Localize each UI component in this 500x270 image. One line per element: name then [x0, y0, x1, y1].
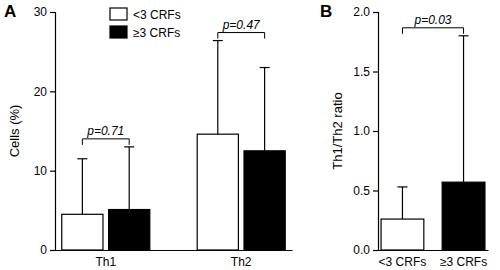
y-tick-label: 10 [34, 164, 48, 178]
error-bar-line [264, 68, 265, 151]
bar [244, 151, 285, 250]
x-axis: Th1 Th2 [56, 250, 293, 269]
y-tick-label: 0.5 [353, 184, 370, 198]
plot-area [381, 36, 485, 250]
y-tick-mark [373, 71, 378, 72]
legend-label: <3 CRFs [133, 8, 181, 22]
error-bar-line [217, 41, 218, 135]
y-tick: 30 [34, 5, 55, 19]
error-bar-cap [260, 67, 270, 68]
error-bar-line [82, 159, 83, 215]
error-bar [124, 147, 134, 210]
significance-bracket [218, 33, 265, 39]
error-bar-line [402, 187, 403, 219]
y-tick-mark [50, 250, 55, 251]
legend-label: ≥3 CRFs [133, 26, 180, 40]
y-tick-label: 20 [34, 85, 48, 99]
x-tick: ≥3 CRFs [440, 250, 487, 269]
x-axis: <3 CRFs ≥3 CRFs [379, 250, 489, 269]
bar [109, 210, 150, 250]
error-bar [397, 187, 407, 219]
error-bar-line [129, 147, 130, 210]
error-bar-cap [124, 146, 134, 147]
y-axis-line [373, 13, 379, 251]
y-tick-label: 0 [40, 243, 47, 257]
plot-area [62, 41, 285, 250]
error-bar [459, 36, 469, 182]
bar [62, 214, 103, 250]
y-axis: 0 10 20 30 [34, 5, 56, 257]
figure: A 0 10 20 30 Th1 Th2 Cells (%) p=0.71 p=0.47 <3 CR… [0, 0, 500, 270]
y-tick: 2.0 [353, 5, 378, 19]
y-tick-mark [50, 91, 55, 92]
annotation: p=0.47 [222, 18, 261, 32]
error-bar-cap [459, 35, 469, 36]
y-axis: 0.0 0.5 1.0 1.5 2.0 [353, 5, 378, 257]
error-bar [77, 159, 87, 215]
panel: A 0 10 20 30 Th1 Th2 Cells (%) p=0.71 p=0.47 <3 CR… [4, 2, 293, 269]
y-axis-title: Cells (%) [7, 105, 22, 158]
x-tick: <3 CRFs [379, 250, 427, 269]
y-tick-label: 30 [34, 5, 48, 19]
error-bar [260, 68, 270, 151]
error-bar [213, 41, 223, 135]
y-tick: 0.5 [353, 184, 378, 198]
y-tick-mark [373, 250, 378, 251]
y-tick: 0 [40, 243, 55, 257]
significance-bracket [82, 139, 129, 145]
x-tick: Th2 [231, 250, 252, 269]
y-tick-mark [373, 131, 378, 132]
y-tick-mark [50, 171, 55, 172]
annotation: p=0.03 [413, 13, 451, 27]
x-tick-label: Th1 [95, 255, 116, 269]
y-axis-title: Th1/Th2 ratio [330, 92, 345, 169]
error-bar-line [463, 36, 464, 182]
x-tick-label: Th2 [231, 255, 252, 269]
y-tick: 1.0 [353, 124, 378, 138]
y-tick: 0.0 [353, 243, 378, 257]
y-tick: 1.5 [353, 65, 378, 79]
panel-title: B [320, 2, 332, 21]
y-tick-mark [50, 12, 55, 13]
y-axis-line [50, 13, 56, 251]
error-bar-cap [397, 186, 407, 187]
x-tick-label: ≥3 CRFs [440, 255, 487, 269]
x-tick: Th1 [95, 250, 116, 269]
panel: B 0.0 0.5 1.0 1.5 2.0 <3 CRFs ≥3 CRFs Th1/Th2 ra… [320, 2, 489, 269]
error-bar-cap [213, 40, 223, 41]
y-tick: 10 [34, 164, 55, 178]
annotation: p=0.71 [86, 124, 124, 138]
panel-title: A [4, 2, 16, 21]
error-bar-cap [77, 158, 87, 159]
y-tick-label: 1.0 [353, 124, 370, 138]
significance-bracket [402, 28, 463, 34]
bar [442, 182, 485, 250]
bar [381, 219, 424, 250]
x-axis-line [379, 250, 489, 251]
bar [197, 134, 238, 250]
legend: <3 CRFs ≥3 CRFs [110, 8, 181, 40]
y-tick-mark [373, 12, 378, 13]
x-tick-label: <3 CRFs [379, 255, 427, 269]
legend-swatch [110, 8, 127, 20]
y-tick-mark [373, 190, 378, 191]
legend-swatch [110, 26, 127, 38]
y-tick-label: 0.0 [353, 243, 370, 257]
x-axis-line [56, 250, 293, 251]
y-tick-label: 2.0 [353, 5, 370, 19]
y-tick: 20 [34, 85, 55, 99]
y-tick-label: 1.5 [353, 65, 370, 79]
